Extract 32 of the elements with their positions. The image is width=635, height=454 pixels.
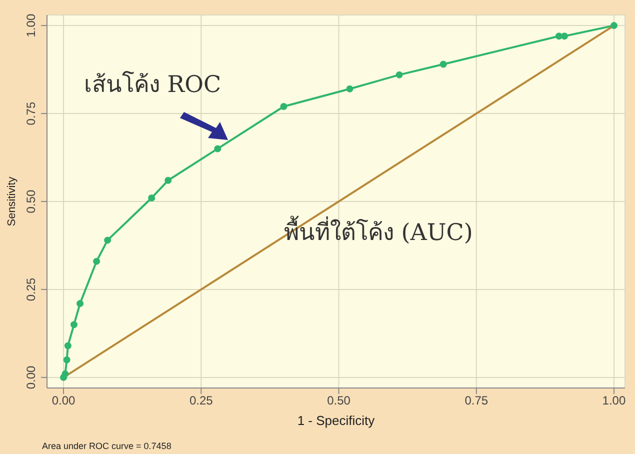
y-tick-label: 0.50 xyxy=(24,190,38,214)
point xyxy=(148,194,156,202)
annotation: พื้นที่ใต้โค้ง (AUC) xyxy=(284,214,473,248)
point xyxy=(104,236,112,244)
point xyxy=(396,71,403,78)
y-tick-label: 0.25 xyxy=(24,277,38,302)
point xyxy=(164,176,172,184)
annotation: เส้นโค้ง ROC xyxy=(84,70,222,100)
text: Area under ROC curve = 0.7458 xyxy=(42,441,172,451)
x-tick-label: 0.00 xyxy=(52,394,76,408)
y-axis-title: Sensitivity xyxy=(6,176,18,226)
point xyxy=(555,32,562,40)
point xyxy=(64,342,72,350)
y-tick-label: 0.75 xyxy=(24,102,38,126)
point xyxy=(440,60,447,68)
point xyxy=(70,321,78,328)
x-tick-label: 1.00 xyxy=(602,394,626,408)
y-tick-label: 1.00 xyxy=(24,14,38,38)
point xyxy=(346,85,354,92)
x-tick-label: 0.75 xyxy=(464,394,488,408)
y-tick-label: 0.00 xyxy=(24,365,38,390)
point xyxy=(93,258,100,265)
x-axis-title: 1 - Specificity xyxy=(297,413,376,428)
point xyxy=(63,356,70,364)
point xyxy=(560,32,568,40)
point xyxy=(76,300,84,308)
point xyxy=(62,370,69,378)
point xyxy=(610,22,618,30)
point xyxy=(280,102,288,110)
x-tick-label: 0.50 xyxy=(327,394,351,408)
x-tick-label: 0.25 xyxy=(189,394,214,408)
point xyxy=(214,145,222,152)
